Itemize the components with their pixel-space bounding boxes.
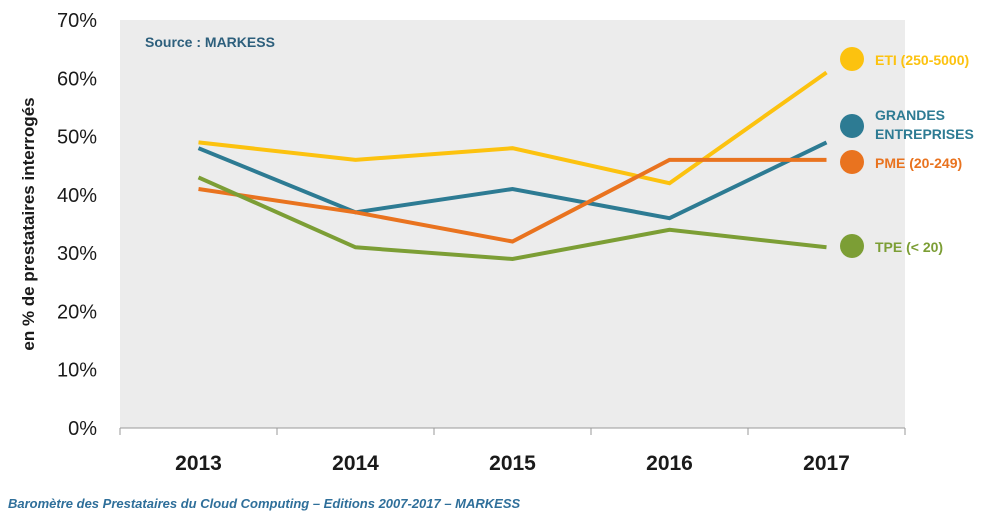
y-tick-label: 20% — [57, 301, 97, 323]
legend: ETI (250-5000) GRANDES ENTREPRISES PME (20-… — [840, 47, 974, 258]
series-line — [197, 140, 828, 221]
source-label: Source : MARKESS — [145, 34, 275, 50]
legend-label: ETI (250-5000) — [875, 52, 969, 68]
x-tick-label: 2013 — [175, 452, 222, 475]
x-tick-label: 2015 — [489, 452, 536, 475]
series-line — [198, 70, 828, 186]
y-tick-label: 50% — [57, 127, 97, 149]
y-axis-label: en % de prestataires interrogés — [19, 97, 38, 350]
x-tick-label: 2017 — [803, 452, 850, 475]
series-line — [197, 175, 827, 262]
y-tick-label: 70% — [57, 10, 97, 32]
y-tick-label: 60% — [57, 68, 97, 90]
y-tick-label: 0% — [68, 418, 97, 440]
legend-label: PME (20-249) — [875, 155, 962, 171]
legend-marker — [840, 114, 864, 138]
x-tick-label: 2014 — [332, 452, 379, 475]
line-chart: 0% 10% 20% 30% 40% 50% 60% 70% 2013 2014 2015 2016… — [19, 10, 974, 475]
y-tick-label: 40% — [57, 185, 97, 207]
y-tick-label: 30% — [57, 243, 97, 265]
y-axis-ticks: 0% 10% 20% 30% 40% 50% 60% 70% — [57, 10, 97, 440]
x-tick-label: 2016 — [646, 452, 693, 475]
legend-label: GRANDES ENTREPRISES — [875, 107, 974, 142]
legend-label: TPE (< 20) — [875, 239, 943, 255]
y-tick-label: 10% — [57, 360, 97, 382]
legend-marker — [840, 47, 864, 71]
x-axis: 2013 2014 2015 2016 2017 — [119, 427, 906, 475]
plot-area — [120, 20, 905, 428]
series-line — [198, 157, 827, 244]
legend-marker — [840, 150, 864, 174]
footer-caption: Baromètre des Prestataires du Cloud Comp… — [8, 496, 521, 511]
legend-marker — [840, 234, 864, 258]
series-lines — [197, 70, 828, 262]
